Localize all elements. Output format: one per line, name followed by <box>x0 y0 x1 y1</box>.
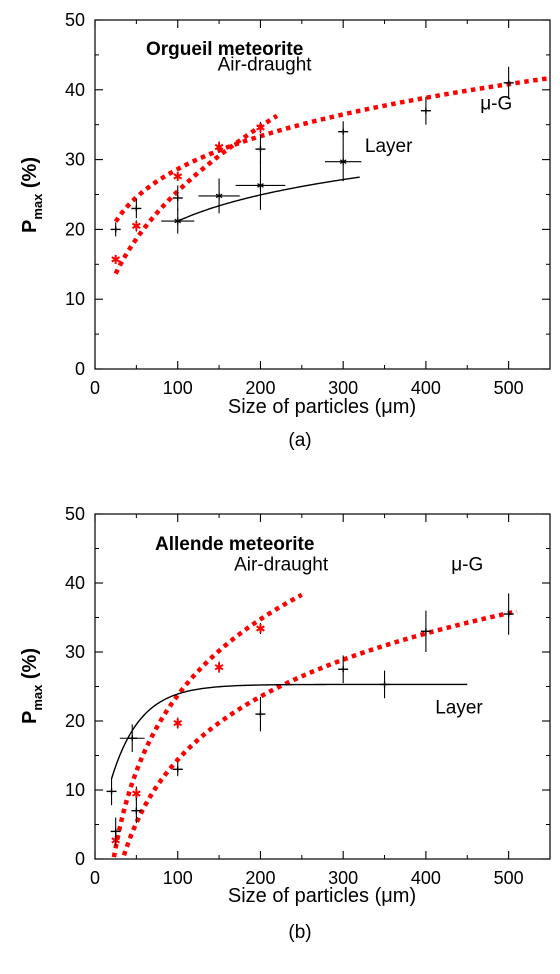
chart-title: Allende meteorite <box>155 534 314 555</box>
annotation-air-draught: Air-draught <box>218 54 313 75</box>
y-axis-label: Pmax (%) <box>19 648 45 724</box>
y-tick-label: 50 <box>65 504 85 524</box>
panel-label: (b) <box>288 922 311 943</box>
x-tick-label: 300 <box>328 378 358 398</box>
fit-curve-layer <box>177 176 360 222</box>
axis-ticks <box>94 513 550 860</box>
annotation-mu-g: μ-G <box>480 93 512 114</box>
y-tick-label: 50 <box>65 10 85 30</box>
annotation-mu-g: μ-G <box>451 555 483 576</box>
data-point-mu-g <box>110 222 121 237</box>
data-point-mu-g <box>255 135 266 164</box>
data-point-mu-g <box>503 66 514 99</box>
y-tick-label: 10 <box>65 780 85 800</box>
data-point-mu-g <box>338 655 349 684</box>
data-point-air-draught <box>173 171 183 181</box>
data-point-layer <box>198 178 240 214</box>
data-points <box>106 593 514 846</box>
annotation-air-draught: Air-draught <box>234 555 329 576</box>
fit-curve-mu-g <box>113 75 551 223</box>
tick-labels: 0 100 200 300 400 500 0 10 20 30 40 50 <box>65 504 524 888</box>
x-tick-label: 100 <box>163 378 193 398</box>
fit-curve-mu-g <box>121 609 518 857</box>
panel-label: (a) <box>288 430 311 451</box>
data-point-mu-g <box>338 121 349 143</box>
y-tick-label: 20 <box>65 219 85 239</box>
x-axis-label: Size of particles (μm) <box>228 396 416 418</box>
data-point-mu-g <box>420 96 431 125</box>
data-point-layer <box>235 160 286 210</box>
data-point-air-draught <box>173 717 183 729</box>
x-tick-label: 0 <box>90 378 100 398</box>
data-point-mu-g <box>503 593 514 635</box>
fit-curves <box>113 75 551 275</box>
x-tick-label: 200 <box>245 868 275 888</box>
data-point-mu-g <box>172 185 183 211</box>
y-tick-label: 20 <box>65 711 85 731</box>
data-point-mu-g <box>110 817 121 846</box>
y-tick-label: 40 <box>65 573 85 593</box>
data-point-mu-g <box>131 198 142 219</box>
y-tick-label: 30 <box>65 150 85 170</box>
data-points <box>110 66 514 264</box>
fit-curves <box>110 592 518 858</box>
data-point-mu-g <box>131 798 142 824</box>
data-point-air-draught <box>214 661 224 673</box>
data-point-layer <box>106 777 117 806</box>
data-point-air-draught <box>111 254 121 264</box>
data-point-mu-g <box>172 762 183 777</box>
y-tick-label: 30 <box>65 642 85 662</box>
annotation-layer: Layer <box>365 136 413 157</box>
y-tick-label: 0 <box>75 849 85 869</box>
data-point-layer <box>161 208 195 234</box>
x-tick-label: 0 <box>90 868 100 888</box>
y-tick-label: 40 <box>65 80 85 100</box>
data-point-air-draught <box>131 220 141 232</box>
x-tick-label: 400 <box>411 378 441 398</box>
data-point-layer <box>379 670 390 699</box>
panel-a: 0 100 200 300 400 500 0 10 20 30 40 50 Orgueil mete… <box>19 10 551 451</box>
fit-curve-layer <box>110 683 468 779</box>
data-point-air-draught <box>131 786 141 801</box>
data-point-mu-g <box>255 696 266 732</box>
tick-labels: 0 100 200 300 400 500 0 10 20 30 40 50 <box>65 10 524 398</box>
x-tick-label: 100 <box>163 868 193 888</box>
data-point-air-draught <box>256 623 265 635</box>
fit-curve-air-draught <box>111 592 303 858</box>
y-axis-label: Pmax (%) <box>19 157 45 233</box>
data-point-air-draught <box>256 121 265 134</box>
panel-b: 0 100 200 300 400 500 0 10 20 30 40 50 Allende mete… <box>19 504 551 943</box>
data-point-layer <box>324 142 362 182</box>
fit-curve-air-draught <box>113 113 279 275</box>
annotations: Air-draught μ-G Layer <box>218 54 513 157</box>
annotations: Air-draught μ-G Layer <box>234 555 483 719</box>
x-axis-label: Size of particles (μm) <box>228 885 416 907</box>
axis-ticks <box>94 19 550 370</box>
x-tick-label: 400 <box>411 868 441 888</box>
data-point-mu-g <box>420 610 431 652</box>
y-tick-label: 0 <box>75 359 85 379</box>
annotation-layer: Layer <box>435 697 483 718</box>
y-tick-label: 10 <box>65 289 85 309</box>
x-tick-label: 300 <box>328 868 358 888</box>
x-tick-label: 200 <box>245 378 275 398</box>
x-tick-label: 500 <box>494 378 524 398</box>
data-point-air-draught <box>214 141 224 153</box>
chart-title: Orgueil meteorite <box>146 39 303 60</box>
plot-frame <box>94 19 551 370</box>
data-point-layer <box>119 724 145 753</box>
x-tick-label: 500 <box>494 868 524 888</box>
